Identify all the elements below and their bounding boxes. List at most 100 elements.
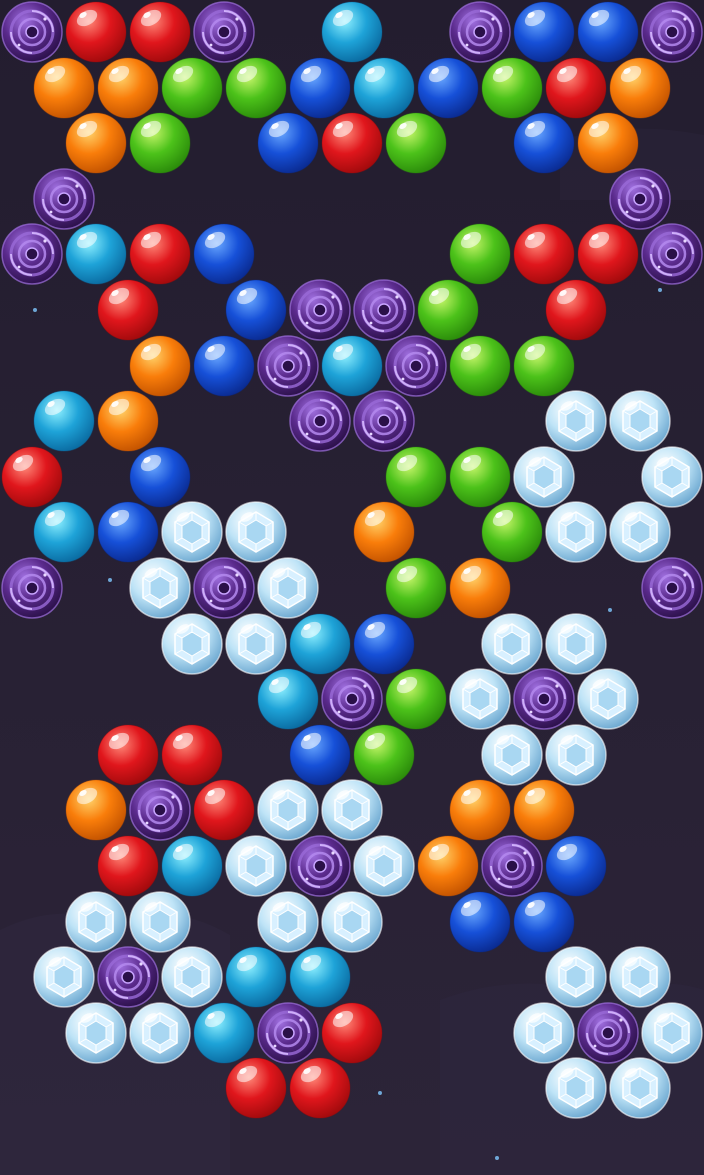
- vortex-bubble[interactable]: [641, 223, 703, 286]
- ice-bubble[interactable]: [129, 1002, 191, 1064]
- red-bubble[interactable]: [65, 1, 127, 63]
- red-bubble[interactable]: [289, 1057, 351, 1119]
- ice-bubble[interactable]: [321, 779, 383, 842]
- green-bubble[interactable]: [449, 446, 511, 508]
- green-bubble[interactable]: [417, 279, 479, 341]
- cyan-bubble[interactable]: [353, 57, 415, 119]
- vortex-bubble[interactable]: [289, 835, 351, 897]
- green-bubble[interactable]: [449, 223, 511, 285]
- vortex-bubble[interactable]: [481, 835, 543, 897]
- orange-bubble[interactable]: [129, 335, 191, 397]
- ice-bubble[interactable]: [481, 724, 543, 786]
- vortex-bubble[interactable]: [641, 1, 703, 63]
- ice-bubble[interactable]: [129, 557, 191, 619]
- blue-bubble[interactable]: [513, 112, 575, 174]
- vortex-bubble[interactable]: [1, 223, 63, 286]
- ice-bubble[interactable]: [545, 946, 607, 1008]
- cyan-bubble[interactable]: [257, 668, 319, 730]
- ice-bubble[interactable]: [65, 1002, 127, 1064]
- orange-bubble[interactable]: [353, 501, 415, 563]
- cyan-bubble[interactable]: [33, 501, 95, 563]
- orange-bubble[interactable]: [577, 112, 639, 174]
- green-bubble[interactable]: [353, 724, 415, 786]
- ice-bubble[interactable]: [545, 724, 607, 786]
- ice-bubble[interactable]: [161, 946, 223, 1008]
- ice-bubble[interactable]: [129, 890, 191, 953]
- red-bubble[interactable]: [97, 279, 159, 341]
- ice-bubble[interactable]: [609, 390, 671, 452]
- red-bubble[interactable]: [513, 223, 575, 285]
- cyan-bubble[interactable]: [33, 390, 95, 452]
- blue-bubble[interactable]: [97, 501, 159, 563]
- cyan-bubble[interactable]: [225, 946, 287, 1008]
- cyan-bubble[interactable]: [321, 335, 383, 397]
- blue-bubble[interactable]: [289, 724, 351, 786]
- ice-bubble[interactable]: [161, 612, 223, 675]
- blue-bubble[interactable]: [513, 891, 575, 953]
- vortex-bubble[interactable]: [193, 1, 255, 63]
- red-bubble[interactable]: [193, 779, 255, 841]
- green-bubble[interactable]: [481, 57, 543, 119]
- vortex-bubble[interactable]: [257, 334, 319, 397]
- blue-bubble[interactable]: [289, 57, 351, 119]
- red-bubble[interactable]: [321, 1002, 383, 1064]
- vortex-bubble[interactable]: [577, 1002, 639, 1064]
- green-bubble[interactable]: [129, 112, 191, 174]
- ice-bubble[interactable]: [225, 612, 287, 675]
- blue-bubble[interactable]: [129, 446, 191, 508]
- green-bubble[interactable]: [385, 112, 447, 174]
- cyan-bubble[interactable]: [289, 613, 351, 675]
- blue-bubble[interactable]: [577, 1, 639, 63]
- vortex-bubble[interactable]: [609, 168, 671, 230]
- vortex-bubble[interactable]: [193, 557, 255, 619]
- blue-bubble[interactable]: [193, 223, 255, 285]
- vortex-bubble[interactable]: [1, 1, 63, 63]
- vortex-bubble[interactable]: [449, 1, 511, 63]
- cyan-bubble[interactable]: [193, 1002, 255, 1064]
- ice-bubble[interactable]: [641, 446, 703, 508]
- green-bubble[interactable]: [161, 57, 223, 119]
- cyan-bubble[interactable]: [289, 946, 351, 1008]
- ice-bubble[interactable]: [545, 501, 607, 564]
- red-bubble[interactable]: [321, 112, 383, 174]
- vortex-bubble[interactable]: [257, 1002, 319, 1064]
- orange-bubble[interactable]: [417, 835, 479, 897]
- ice-bubble[interactable]: [353, 835, 415, 897]
- red-bubble[interactable]: [97, 835, 159, 897]
- vortex-bubble[interactable]: [385, 334, 447, 397]
- ice-bubble[interactable]: [609, 501, 671, 564]
- ice-bubble[interactable]: [545, 612, 607, 675]
- orange-bubble[interactable]: [65, 779, 127, 841]
- ice-bubble[interactable]: [65, 890, 127, 953]
- ice-bubble[interactable]: [481, 612, 543, 675]
- blue-bubble[interactable]: [449, 891, 511, 953]
- green-bubble[interactable]: [385, 446, 447, 508]
- red-bubble[interactable]: [545, 279, 607, 341]
- red-bubble[interactable]: [97, 724, 159, 786]
- vortex-bubble[interactable]: [321, 668, 383, 730]
- orange-bubble[interactable]: [609, 57, 671, 119]
- ice-bubble[interactable]: [257, 779, 319, 842]
- vortex-bubble[interactable]: [129, 779, 191, 842]
- orange-bubble[interactable]: [97, 390, 159, 452]
- ice-bubble[interactable]: [641, 1002, 703, 1064]
- ice-bubble[interactable]: [257, 557, 319, 619]
- vortex-bubble[interactable]: [353, 390, 415, 452]
- ice-bubble[interactable]: [545, 1057, 607, 1120]
- orange-bubble[interactable]: [33, 57, 95, 119]
- red-bubble[interactable]: [161, 724, 223, 786]
- vortex-bubble[interactable]: [513, 668, 575, 730]
- ice-bubble[interactable]: [257, 890, 319, 953]
- green-bubble[interactable]: [385, 557, 447, 619]
- vortex-bubble[interactable]: [33, 168, 95, 230]
- vortex-bubble[interactable]: [353, 279, 415, 341]
- blue-bubble[interactable]: [225, 279, 287, 341]
- orange-bubble[interactable]: [513, 779, 575, 841]
- blue-bubble[interactable]: [353, 613, 415, 675]
- green-bubble[interactable]: [481, 501, 543, 563]
- orange-bubble[interactable]: [65, 112, 127, 174]
- blue-bubble[interactable]: [513, 1, 575, 63]
- vortex-bubble[interactable]: [1, 557, 63, 619]
- green-bubble[interactable]: [513, 335, 575, 397]
